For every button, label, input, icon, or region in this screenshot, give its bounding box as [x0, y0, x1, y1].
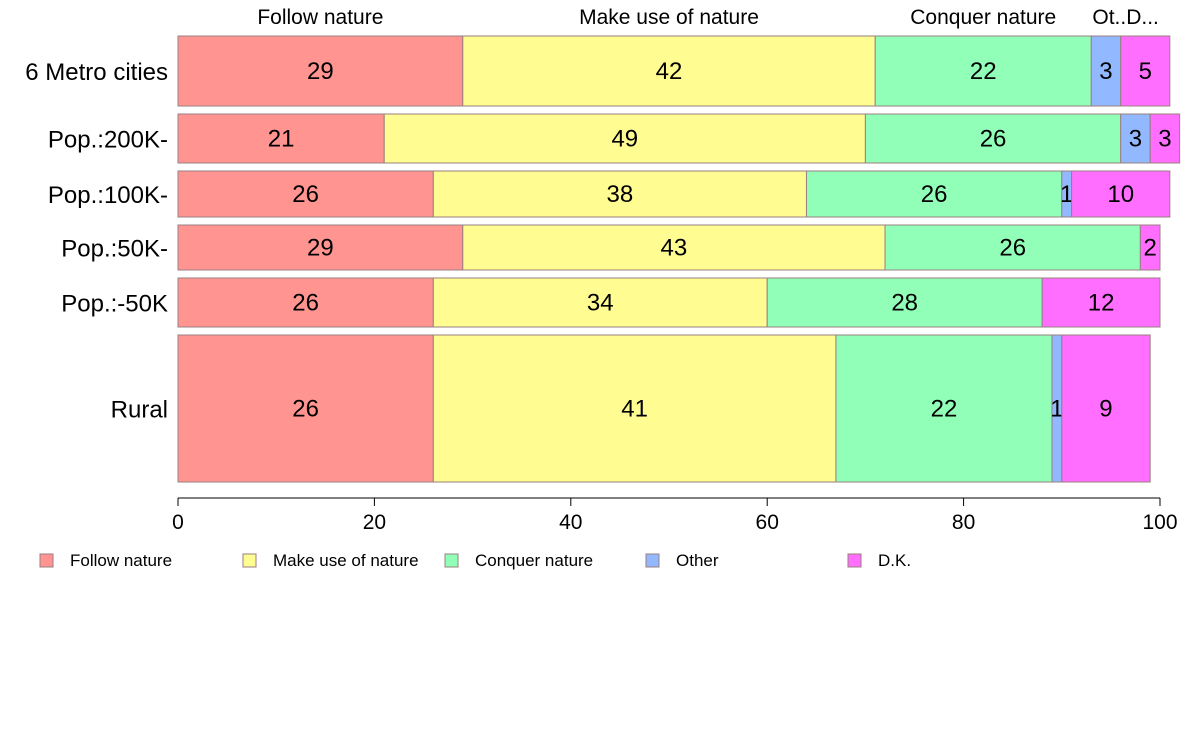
bar-d-k-6-metro-cities	[1120, 35, 1171, 107]
category-labels: 6 Metro cities Pop.:200K- Pop.:100K- Pop.:5…	[25, 59, 168, 424]
bar-follow-nature-6-metro-cities	[177, 35, 464, 107]
data-label-d-k-pop-100k: 10	[1107, 181, 1134, 208]
bar-d-k-pop-50k	[1041, 277, 1161, 328]
data-label-other-rural: 1	[1050, 396, 1063, 423]
category-label-6-metro-cities: 6 Metro cities	[25, 59, 168, 86]
data-label-follow-nature-rural: 26	[292, 396, 319, 423]
legend-swatch-follow-nature	[39, 553, 54, 568]
x-tick-label-100: 100	[1142, 511, 1177, 534]
legend-label-other: Other	[676, 551, 719, 570]
data-label-follow-nature-pop-200k: 21	[268, 126, 295, 153]
data-label-conquer-nature-rural: 22	[931, 396, 958, 423]
bar-conquer-nature-pop-50k	[884, 224, 1141, 271]
x-tick-label-40: 40	[559, 511, 582, 534]
category-label-pop-50k: Pop.:50K-	[61, 236, 168, 263]
bar-conquer-nature-pop-100k	[805, 170, 1063, 218]
column-header-follow-nature: Follow nature	[257, 6, 383, 29]
column-header-make-use-of-nature: Make use of nature	[579, 6, 759, 29]
bar-conquer-nature-6-metro-cities	[874, 35, 1092, 107]
data-label-make-use-of-nature-6-metro-cities: 42	[656, 58, 683, 85]
legend-label-conquer-nature: Conquer nature	[475, 551, 593, 570]
data-label-other-6-metro-cities: 3	[1099, 58, 1112, 85]
bar-d-k-pop-100k	[1071, 170, 1171, 218]
bar-make-use-of-nature-rural	[432, 334, 837, 483]
x-axis: 0 20 40 60 80 100	[172, 497, 1178, 534]
bar-other-pop-200k	[1120, 113, 1151, 164]
x-tick-label-80: 80	[952, 511, 975, 534]
data-label-conquer-nature-pop-50k: 26	[999, 235, 1026, 262]
data-label-other-pop-200k: 3	[1129, 126, 1142, 153]
data-label-make-use-of-nature-pop-200k: 49	[611, 126, 638, 153]
data-label-follow-nature-6-metro-cities: 29	[307, 58, 334, 85]
data-label-conquer-nature-pop-200k: 26	[980, 126, 1007, 153]
legend-label-make-use-of-nature: Make use of nature	[273, 551, 419, 570]
data-label-follow-nature-pop-50k: 29	[307, 235, 334, 262]
bar-conquer-nature-pop-200k	[864, 113, 1122, 164]
legend-label-d-k: D.K.	[878, 551, 911, 570]
bar-make-use-of-nature-pop-50k	[432, 277, 768, 328]
bar-make-use-of-nature-pop-50k	[462, 224, 886, 271]
legend-swatch-other	[645, 553, 660, 568]
data-label-d-k-pop-50k: 2	[1144, 235, 1157, 262]
bar-make-use-of-nature-6-metro-cities	[462, 35, 876, 107]
data-label-conquer-nature-6-metro-cities: 22	[970, 58, 997, 85]
bar-follow-nature-pop-200k	[177, 113, 385, 164]
data-label-conquer-nature-pop-50k: 28	[891, 290, 918, 317]
data-label-follow-nature-pop-100k: 26	[292, 181, 319, 208]
column-header-conquer-nature: Conquer nature	[910, 6, 1056, 29]
bar-d-k-pop-200k	[1149, 113, 1181, 164]
data-label-make-use-of-nature-pop-100k: 38	[607, 181, 634, 208]
column-headers: Follow nature Make use of nature Conquer n…	[257, 6, 1159, 29]
data-label-follow-nature-pop-50k: 26	[292, 290, 319, 317]
legend-swatch-d-k	[847, 553, 862, 568]
bar-follow-nature-rural	[177, 334, 434, 483]
data-label-other-pop-100k: 1	[1060, 181, 1073, 208]
x-tick-label-60: 60	[756, 511, 779, 534]
data-label-d-k-pop-200k: 3	[1158, 126, 1171, 153]
legend-swatch-conquer-nature	[444, 553, 459, 568]
data-label-d-k-6-metro-cities: 5	[1139, 58, 1152, 85]
legend-swatch-make-use-of-nature	[242, 553, 257, 568]
bar-follow-nature-pop-50k	[177, 224, 464, 271]
bar-make-use-of-nature-pop-200k	[383, 113, 866, 164]
bar-conquer-nature-pop-50k	[766, 277, 1043, 328]
data-label-d-k-pop-50k: 12	[1088, 290, 1115, 317]
category-label-rural: Rural	[111, 397, 168, 424]
category-label-pop-100k: Pop.:100K-	[48, 182, 168, 209]
category-label-pop-50k: Pop.:-50K	[61, 291, 168, 318]
legend-label-follow-nature: Follow nature	[70, 551, 172, 570]
bar-make-use-of-nature-pop-100k	[432, 170, 807, 218]
bar-conquer-nature-rural	[835, 334, 1053, 483]
bar-d-k-pop-50k	[1139, 224, 1161, 271]
data-label-conquer-nature-pop-100k: 26	[921, 181, 948, 208]
category-label-pop-200k: Pop.:200K-	[48, 127, 168, 154]
bar-d-k-rural	[1061, 334, 1151, 483]
x-tick-label-20: 20	[363, 511, 386, 534]
data-label-make-use-of-nature-rural: 41	[621, 396, 648, 423]
data-label-make-use-of-nature-pop-50k: 43	[661, 235, 688, 262]
data-label-make-use-of-nature-pop-50k: 34	[587, 290, 614, 317]
legend: Follow nature Make use of nature Conquer n…	[39, 551, 911, 570]
data-label-d-k-rural: 9	[1099, 396, 1112, 423]
column-header-ot-d: Ot..D...	[1092, 6, 1159, 29]
x-tick-label-0: 0	[172, 511, 184, 534]
